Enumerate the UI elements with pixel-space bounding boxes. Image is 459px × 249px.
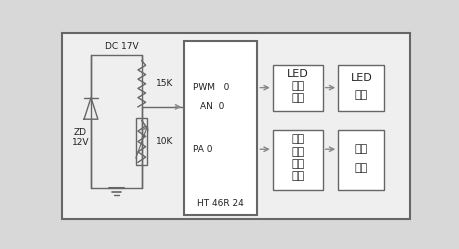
Text: 電路: 電路: [291, 93, 304, 103]
Text: LED: LED: [286, 69, 308, 79]
Bar: [337, 64, 384, 111]
Text: 15K: 15K: [155, 79, 173, 88]
Text: ZD
12V: ZD 12V: [71, 128, 89, 147]
Bar: [184, 41, 257, 215]
Bar: [136, 119, 147, 165]
Text: 壓電: 壓電: [354, 144, 367, 154]
Text: HT 46R 24: HT 46R 24: [197, 199, 244, 208]
Text: 扇片: 扇片: [354, 164, 367, 174]
Text: 10K: 10K: [155, 137, 173, 146]
Text: 驅動: 驅動: [291, 159, 304, 169]
Bar: [272, 64, 322, 111]
Text: 陣列: 陣列: [354, 90, 367, 100]
Text: LED: LED: [350, 73, 371, 83]
Text: AN  0: AN 0: [199, 102, 224, 111]
Bar: [272, 130, 322, 190]
Bar: [337, 130, 384, 190]
Text: 電路: 電路: [291, 171, 304, 181]
Text: 扇片: 扇片: [291, 147, 304, 157]
Text: 驅動: 驅動: [291, 81, 304, 91]
Text: DC 17V: DC 17V: [105, 42, 138, 51]
Text: PWM   0: PWM 0: [193, 83, 230, 92]
Text: PA 0: PA 0: [193, 145, 213, 154]
Text: 壓電: 壓電: [291, 134, 304, 144]
